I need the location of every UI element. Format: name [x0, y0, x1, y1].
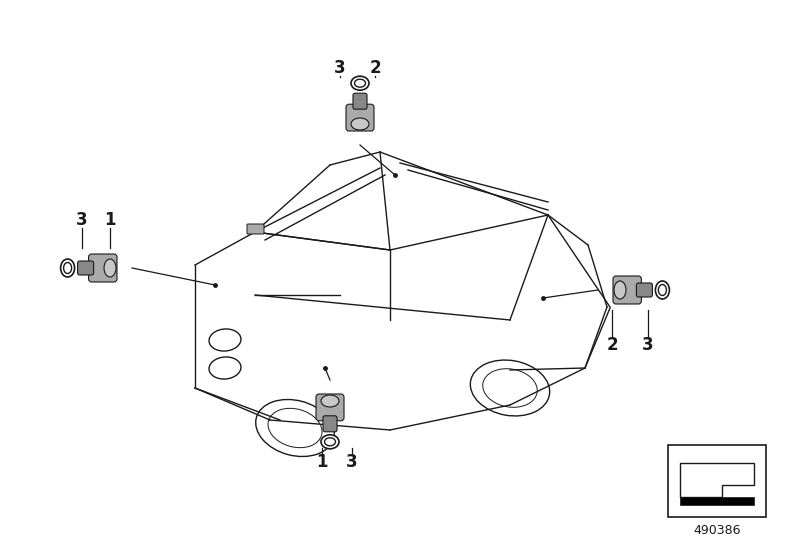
FancyBboxPatch shape [89, 254, 117, 282]
Text: 3: 3 [642, 336, 654, 354]
Ellipse shape [614, 281, 626, 299]
Text: 3: 3 [76, 211, 88, 229]
FancyBboxPatch shape [613, 276, 642, 304]
Ellipse shape [321, 395, 339, 407]
Bar [668, 445, 766, 517]
Polygon shape [680, 497, 754, 505]
Ellipse shape [351, 76, 369, 90]
Text: 3: 3 [334, 59, 346, 77]
FancyBboxPatch shape [316, 394, 344, 421]
Ellipse shape [61, 259, 74, 277]
Ellipse shape [104, 259, 116, 277]
Text: 1: 1 [104, 211, 116, 229]
FancyBboxPatch shape [346, 104, 374, 131]
Ellipse shape [354, 79, 366, 87]
FancyBboxPatch shape [78, 261, 94, 275]
Ellipse shape [64, 263, 72, 273]
Text: 2: 2 [369, 59, 381, 77]
Text: 2: 2 [606, 336, 618, 354]
Text: 1: 1 [316, 453, 328, 471]
Ellipse shape [655, 281, 670, 299]
FancyBboxPatch shape [637, 283, 653, 297]
Ellipse shape [351, 118, 369, 130]
FancyBboxPatch shape [247, 224, 264, 234]
Ellipse shape [321, 435, 339, 449]
FancyBboxPatch shape [353, 93, 367, 109]
Ellipse shape [325, 438, 335, 446]
Text: 490386: 490386 [694, 525, 741, 538]
Ellipse shape [658, 284, 666, 296]
FancyBboxPatch shape [323, 416, 337, 432]
Text: 3: 3 [346, 453, 358, 471]
